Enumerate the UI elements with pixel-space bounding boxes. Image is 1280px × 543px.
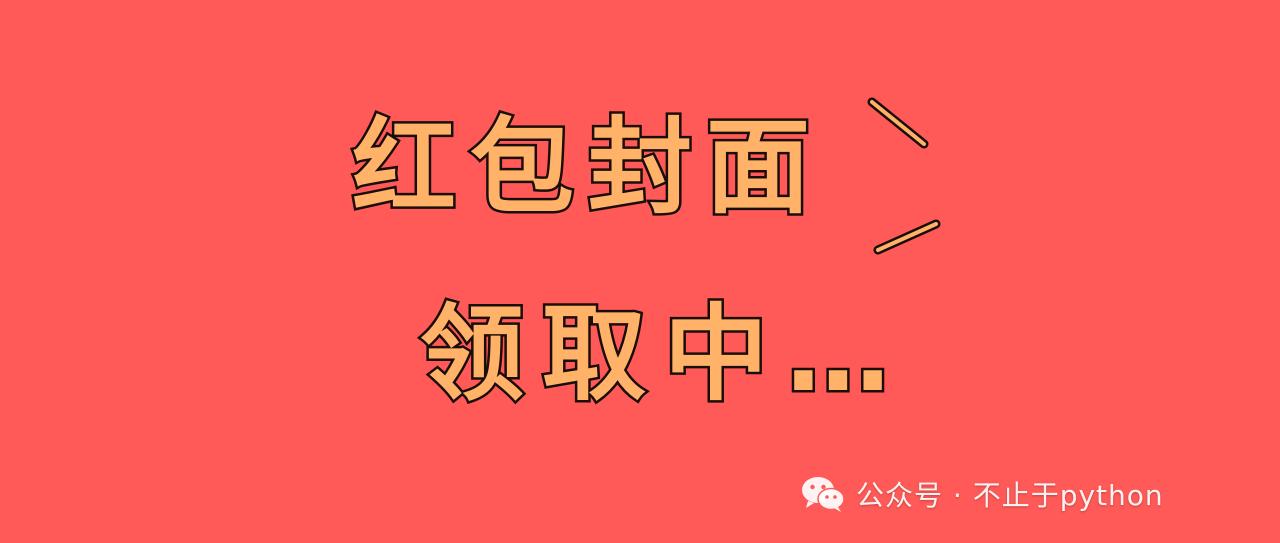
headline-line-2: 领取中…: [417, 293, 909, 415]
watermark-text: 公众号 · 不止于python: [856, 479, 1164, 512]
accent-strokes-icon: [867, 97, 941, 255]
headline-line-1: 红包封面: [349, 106, 825, 228]
watermark: 公众号 · 不止于python: [800, 473, 1164, 515]
wechat-icon: [802, 477, 845, 512]
